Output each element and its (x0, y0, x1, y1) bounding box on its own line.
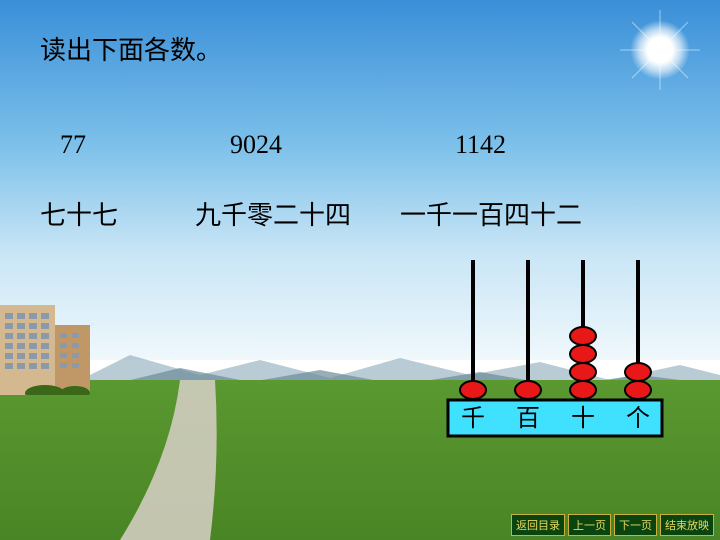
answer-1: 七十七 (40, 195, 118, 232)
abacus-label-ones: 个 (626, 405, 650, 432)
number-1: 77 (60, 130, 86, 160)
answer-2: 九千零二十四 (195, 195, 351, 232)
answer-3: 一千一百四十二 (400, 195, 582, 232)
nav-prev-button[interactable]: 上一页 (568, 514, 611, 536)
sun-rays (620, 10, 700, 90)
abacus-label-tens: 十 (571, 405, 595, 432)
number-3: 1142 (455, 130, 506, 160)
abacus-diagram: 千 百 十 个 (440, 260, 670, 440)
nav-bar: 返回目录 上一页 下一页 结束放映 (511, 514, 714, 536)
abacus-label-thousands: 千 (461, 405, 485, 432)
path (120, 380, 320, 540)
number-2: 9024 (230, 130, 282, 160)
nav-return-button[interactable]: 返回目录 (511, 514, 565, 536)
nav-end-button[interactable]: 结束放映 (660, 514, 714, 536)
nav-next-button[interactable]: 下一页 (614, 514, 657, 536)
abacus-label-hundreds: 百 (516, 406, 540, 432)
building (0, 275, 90, 395)
instruction-title: 读出下面各数。 (40, 30, 222, 67)
